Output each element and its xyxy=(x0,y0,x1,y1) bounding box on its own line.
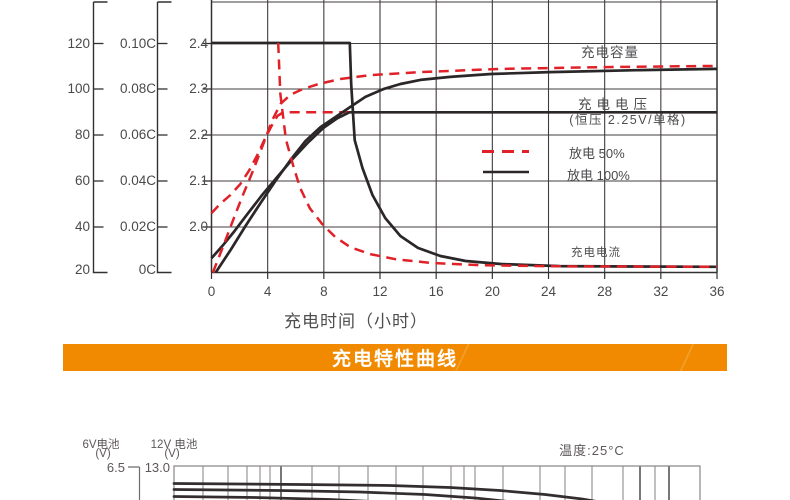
y-tick-capacity-80: 80 xyxy=(74,127,90,142)
6v-axis-bracket xyxy=(128,466,141,500)
charge-characteristics-chart xyxy=(92,0,718,279)
x-tick-8: 8 xyxy=(320,284,328,299)
x-tick-32: 32 xyxy=(653,284,669,299)
discharge-curve-2 xyxy=(172,488,508,500)
label-12v-battery: 12V 电池 xyxy=(150,439,198,451)
series-capacity-50 xyxy=(211,64,718,273)
y-tick-current-0.04C: 0.04C xyxy=(119,173,156,188)
label-temperature: 温度:25°C xyxy=(559,443,625,458)
discharge-chart-cropped xyxy=(128,465,701,500)
tick-6v-6-5: 6.5 xyxy=(106,460,125,475)
label-constant-voltage-note: (恒压 2.25V/单格) xyxy=(569,113,687,127)
x-tick-16: 16 xyxy=(428,284,444,299)
label-6v-battery: 6V电池 xyxy=(82,439,120,451)
series-capacity-100 xyxy=(214,67,718,274)
label-6v-unit: (V) xyxy=(95,448,111,460)
y-tick-current-0.08C: 0.08C xyxy=(119,81,156,96)
x-tick-20: 20 xyxy=(484,284,500,299)
legend-label-discharge-100: 放电 100% xyxy=(567,168,630,183)
y-tick-voltage-2.4: 2.4 xyxy=(189,35,208,51)
y-tick-current-0.06C: 0.06C xyxy=(119,127,156,142)
series-current-50 xyxy=(276,42,718,269)
y-tick-capacity-100: 100 xyxy=(67,81,90,96)
y-tick-voltage-2.1: 2.1 xyxy=(189,173,208,188)
legend-label-discharge-50: 放电 50% xyxy=(569,146,625,161)
axis-brackets xyxy=(92,1,212,274)
label-12v-unit: (V) xyxy=(164,448,180,460)
y-tick-current-0.10C: 0.10C xyxy=(119,35,156,51)
x-tick-12: 12 xyxy=(372,284,388,299)
series-voltage-100 xyxy=(210,110,717,260)
label-charge-current: 充电电流 xyxy=(571,247,621,259)
discharge-curves xyxy=(172,482,597,500)
label-charge-capacity: 充电容量 xyxy=(581,45,639,60)
x-tick-24: 24 xyxy=(540,284,557,299)
discharge-curve-3 xyxy=(172,495,371,500)
y-tick-capacity-60: 60 xyxy=(74,173,90,188)
x-tick-28: 28 xyxy=(597,284,613,299)
section-banner-title: 充电特性曲线 xyxy=(331,349,458,370)
y-tick-capacity-120: 120 xyxy=(67,35,90,51)
label-charge-voltage: 充电电压 xyxy=(578,97,652,112)
x-axis-title: 充电时间（小时） xyxy=(284,312,428,331)
x-tick-4: 4 xyxy=(263,284,272,299)
x-tick-0: 0 xyxy=(207,284,216,299)
y-tick-capacity-40: 40 xyxy=(74,219,90,234)
chart-series xyxy=(210,41,718,274)
y-tick-capacity-20: 20 xyxy=(74,262,90,277)
y-tick-voltage-2.2: 2.2 xyxy=(189,127,208,142)
y-tick-voltage-2.0: 2.0 xyxy=(189,219,208,234)
chart-grid xyxy=(210,0,718,279)
discharge-curve-1 xyxy=(172,482,597,500)
section-banner: 充电特性曲线 xyxy=(63,344,727,371)
y-tick-current-0C: 0C xyxy=(138,262,156,277)
x-tick-36: 36 xyxy=(709,284,725,299)
legend-sample-lines xyxy=(482,150,529,174)
tick-12v-13-0: 13.0 xyxy=(144,460,170,475)
bottom-grid xyxy=(202,466,656,500)
y-tick-voltage-2.3: 2.3 xyxy=(189,81,208,96)
y-tick-current-0.02C: 0.02C xyxy=(119,219,156,234)
